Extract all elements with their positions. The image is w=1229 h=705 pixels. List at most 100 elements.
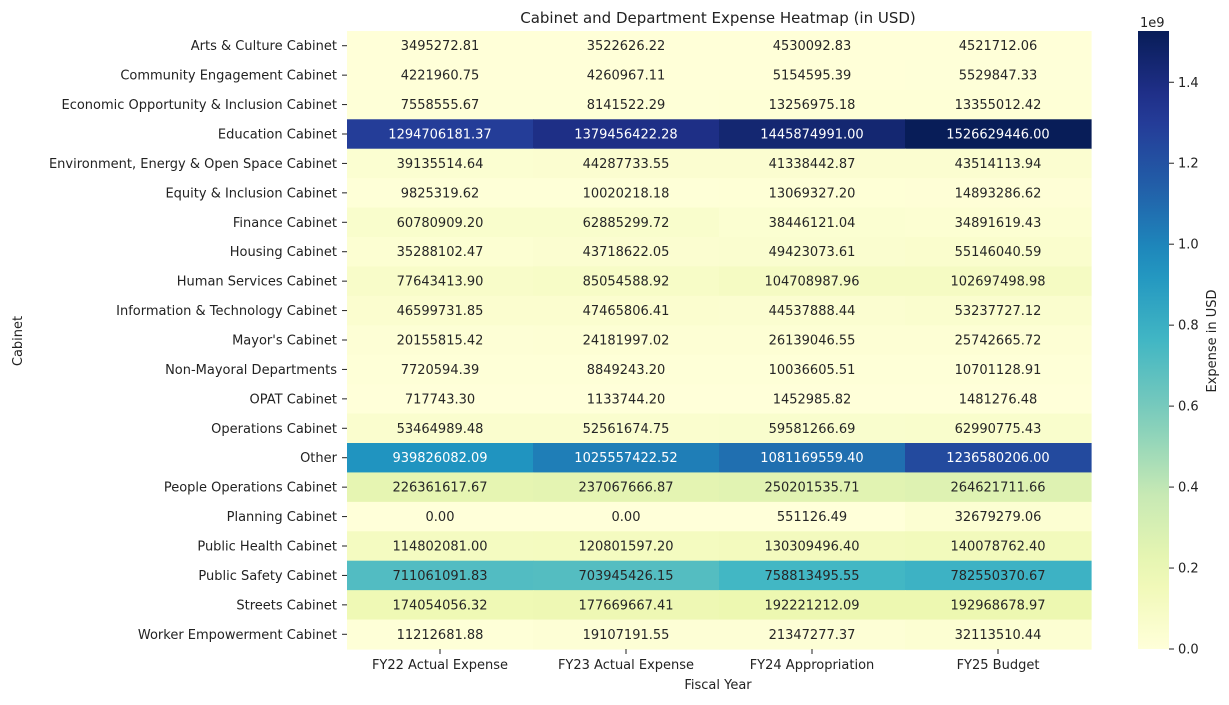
cell-value-label: 4521712.06 [959, 39, 1038, 54]
cell-value-label: 39135514.64 [397, 157, 484, 172]
colorbar-gradient [1138, 31, 1169, 649]
heatmap-cell [347, 354, 534, 385]
cell-value-label: 1081169559.40 [760, 451, 863, 466]
cell-value-label: 9825319.62 [401, 186, 480, 201]
heatmap-cell [533, 119, 720, 150]
heatmap-cell [905, 443, 1092, 474]
cell-value-label: 758813495.55 [764, 569, 859, 584]
cell-value-label: 1236580206.00 [946, 451, 1049, 466]
heatmap-cell [347, 443, 534, 474]
heatmap-cell [533, 384, 720, 415]
heatmap-cell [905, 560, 1092, 591]
cell-value-label: 13069327.20 [769, 186, 856, 201]
x-tick-label: FY24 Appropriation [750, 658, 875, 673]
cell-value-label: 1481276.48 [959, 392, 1038, 407]
cell-value-label: 8849243.20 [587, 363, 666, 378]
cell-value-label: 3522626.22 [587, 39, 666, 54]
x-tick-label: FY23 Actual Expense [558, 658, 694, 673]
heatmap-cell [719, 178, 906, 209]
y-tick-label: Public Health Cabinet [197, 540, 337, 555]
heatmap-cell [533, 325, 720, 356]
cell-value-label: 1452985.82 [773, 392, 852, 407]
heatmap-cell [347, 619, 534, 650]
cell-value-label: 59581266.69 [769, 422, 856, 437]
colorbar-tick-label: 0.4 [1178, 481, 1199, 496]
cell-value-label: 62885299.72 [583, 216, 670, 231]
colorbar-tick-label: 1.0 [1178, 238, 1199, 253]
cell-value-label: 43514113.94 [955, 157, 1042, 172]
cell-value-label: 939826082.09 [392, 451, 487, 466]
cell-value-label: 4260967.11 [587, 69, 666, 84]
heatmap-cell [719, 89, 906, 120]
heatmap-cell [719, 31, 906, 62]
cell-value-label: 62990775.43 [955, 422, 1042, 437]
cell-value-label: 47465806.41 [583, 304, 670, 319]
cell-value-label: 10701128.91 [955, 363, 1042, 378]
y-tick-label: Community Engagement Cabinet [120, 69, 337, 84]
heatmap-cell [905, 590, 1092, 621]
cell-value-label: 114802081.00 [392, 540, 487, 555]
heatmap-cell [533, 531, 720, 562]
cell-value-label: 102697498.98 [950, 275, 1045, 290]
heatmap-cell [533, 207, 720, 238]
heatmap-cell [719, 501, 906, 532]
heatmap-cell [719, 148, 906, 179]
cell-value-label: 7558555.67 [401, 98, 480, 113]
cell-value-label: 104708987.96 [764, 275, 859, 290]
heatmap-cell [905, 31, 1092, 62]
cell-value-label: 1526629446.00 [946, 128, 1049, 143]
cell-value-label: 44287733.55 [583, 157, 670, 172]
cell-value-label: 717743.30 [405, 392, 475, 407]
heatmap-cell [347, 237, 534, 268]
y-tick-label: Public Safety Cabinet [198, 569, 337, 584]
cell-value-label: 192221212.09 [764, 598, 859, 613]
heatmap-cell [533, 148, 720, 179]
cell-value-label: 192968678.97 [950, 598, 1045, 613]
heatmap-cell [719, 619, 906, 650]
heatmap-cell [719, 237, 906, 268]
heatmap-cell [533, 472, 720, 503]
cell-value-label: 1294706181.37 [388, 128, 491, 143]
heatmap-cell [719, 560, 906, 591]
heatmap-cell [719, 384, 906, 415]
cell-value-label: 11212681.88 [397, 628, 484, 643]
heatmap-cell [533, 354, 720, 385]
y-tick-label: Mayor's Cabinet [232, 334, 337, 349]
heatmap-cell [347, 60, 534, 91]
cell-value-label: 1025557422.52 [574, 451, 677, 466]
heatmap-cell [347, 119, 534, 150]
y-tick-label: Economic Opportunity & Inclusion Cabinet [61, 98, 337, 113]
colorbar-tick-label: 1.2 [1178, 157, 1199, 172]
cell-value-label: 52561674.75 [583, 422, 670, 437]
cell-value-label: 32113510.44 [955, 628, 1042, 643]
heatmap-cell [719, 266, 906, 297]
heatmap-cell [719, 443, 906, 474]
cell-value-label: 14893286.62 [955, 186, 1042, 201]
cell-value-label: 174054056.32 [392, 598, 487, 613]
heatmap-cell [719, 325, 906, 356]
heatmap-cell [905, 237, 1092, 268]
cell-value-label: 35288102.47 [397, 245, 484, 260]
heatmap-cell [347, 31, 534, 62]
heatmap-cell [719, 295, 906, 326]
cell-value-label: 44537888.44 [769, 304, 856, 319]
heatmap-cell [347, 472, 534, 503]
cell-value-label: 5154595.39 [773, 69, 852, 84]
cell-value-label: 10020218.18 [583, 186, 670, 201]
cell-value-label: 703945426.15 [578, 569, 673, 584]
y-tick-label: Planning Cabinet [227, 510, 337, 525]
y-tick-label: Operations Cabinet [211, 422, 337, 437]
chart-title: Cabinet and Department Expense Heatmap (… [520, 9, 916, 27]
cell-value-label: 5529847.33 [959, 69, 1038, 84]
cell-value-label: 4221960.75 [401, 69, 480, 84]
cell-value-label: 8141522.29 [587, 98, 666, 113]
heatmap-cell [347, 148, 534, 179]
y-tick-label: Housing Cabinet [230, 245, 337, 260]
heatmap-cell [905, 60, 1092, 91]
cell-value-label: 20155815.42 [397, 334, 484, 349]
heatmap-cell [719, 119, 906, 150]
heatmap-cell [905, 295, 1092, 326]
y-axis-label: Cabinet [11, 316, 26, 366]
colorbar-offset-label: 1e9 [1140, 16, 1165, 31]
